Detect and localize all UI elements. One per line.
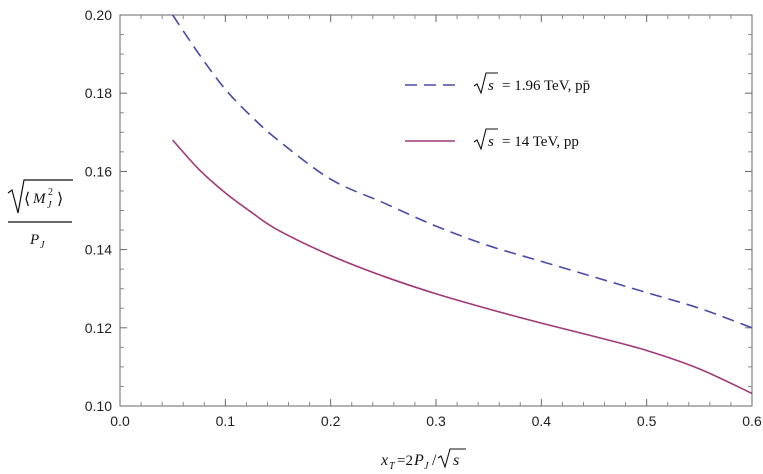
x-axis-title: x T =2 P J / s xyxy=(380,448,466,472)
x-tick-label: 0.5 xyxy=(637,413,657,429)
x-tick-label: 0.6 xyxy=(742,413,762,429)
y-label-bracket-left: ⟨ xyxy=(24,189,30,208)
legend-s-1: s xyxy=(488,134,494,150)
y-label-bracket-right: ⟩ xyxy=(57,189,63,208)
y-tick-label: 0.10 xyxy=(85,398,112,414)
x-label-eq: =2 xyxy=(397,453,413,469)
y-axis-title: ⟨ M J 2 ⟩ P J xyxy=(7,179,73,251)
y-tick-label: 0.18 xyxy=(85,85,112,101)
series-line-0 xyxy=(172,14,753,329)
y-label-m-sup: 2 xyxy=(48,187,53,198)
series-line-1 xyxy=(172,139,753,395)
x-label-s: s xyxy=(453,452,459,469)
y-tick-label: 0.20 xyxy=(85,7,112,23)
x-tick-label: 0.4 xyxy=(532,413,552,429)
x-label-p-sub: J xyxy=(424,461,429,472)
legend-label-1: = 14 TeV, pp xyxy=(502,134,579,150)
x-tick-label: 0.3 xyxy=(426,413,446,429)
legend-label-0: = 1.96 TeV, pp̄ xyxy=(502,78,590,94)
legend-s-0: s xyxy=(488,78,494,94)
y-label-radical xyxy=(7,179,73,214)
y-tick-label: 0.16 xyxy=(85,163,112,179)
plot-frame xyxy=(119,14,753,407)
x-label-p: P xyxy=(413,452,424,469)
x-label-x: x xyxy=(380,452,388,469)
y-tick-label: 0.12 xyxy=(85,320,112,336)
y-label-m-sub: J xyxy=(47,200,52,211)
y-label-p: P xyxy=(29,232,39,248)
x-tick-label: 0.2 xyxy=(321,413,341,429)
x-label-slash: / xyxy=(432,452,437,469)
x-label-x-sub: T xyxy=(389,461,396,472)
legend-radical-0 xyxy=(473,72,498,95)
x-tick-label: 0.0 xyxy=(110,413,130,429)
axes: 0.0 0.1 0.2 0.3 0.4 0.5 0.6 0.10 0.12 0.14 0.16 0.1… xyxy=(85,7,762,429)
legend-radical-1 xyxy=(473,128,498,151)
x-label-radical xyxy=(437,448,466,469)
series-layer xyxy=(172,14,753,395)
y-label-m: M xyxy=(32,191,47,207)
y-tick-label: 0.14 xyxy=(85,242,112,258)
x-tick-label: 0.1 xyxy=(216,413,236,429)
legend: s = 1.96 TeV, pp̄ s = 14 TeV, pp xyxy=(405,72,590,151)
y-label-p-sub: J xyxy=(40,240,45,251)
